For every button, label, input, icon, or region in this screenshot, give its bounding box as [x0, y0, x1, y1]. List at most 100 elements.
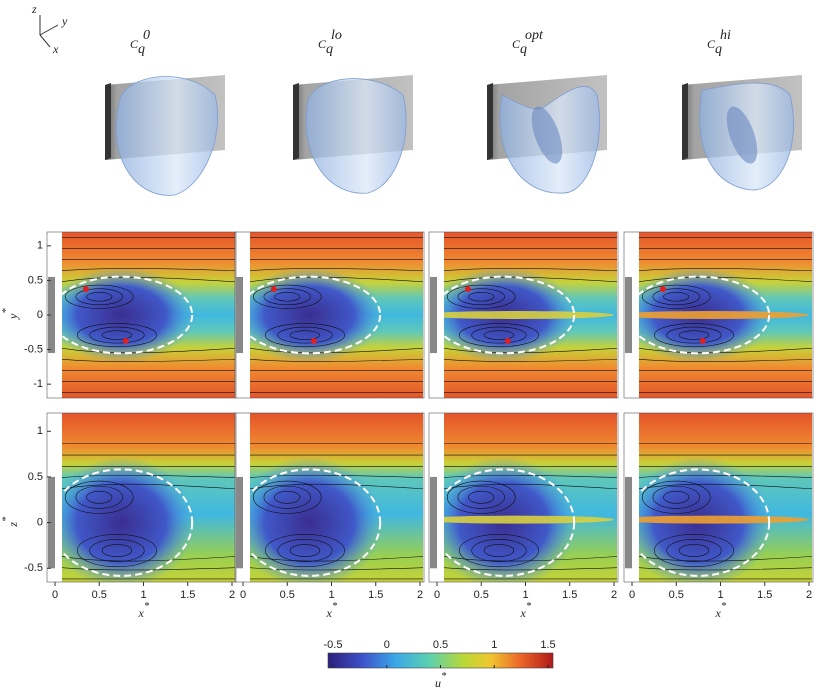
- plate-edge: [487, 83, 493, 160]
- vortex-center: [699, 337, 706, 344]
- inner-surface: [531, 106, 563, 164]
- streamline: [444, 474, 617, 478]
- x-axis-label: x*: [138, 601, 150, 619]
- y-axis-label: z*: [1, 516, 19, 528]
- colorbar-tick-label: 0.5: [433, 639, 448, 651]
- flow-field: [250, 413, 423, 582]
- separation-line: [444, 275, 576, 355]
- triad-z: z: [31, 2, 37, 16]
- streamline-loop: [483, 544, 515, 557]
- x-axis-label-base: x: [715, 606, 722, 620]
- flow-field: [639, 413, 812, 582]
- separation-line: [639, 468, 771, 577]
- y-tick-label: 1: [37, 240, 43, 252]
- flow-field: [639, 232, 812, 398]
- vortex-center: [464, 286, 471, 293]
- flow-field: [250, 232, 423, 398]
- x-tick-label: 1.5: [368, 589, 383, 601]
- plate-edge: [105, 83, 111, 160]
- x-tick-label: 2: [229, 589, 235, 601]
- y-tick-label: -0.5: [24, 562, 43, 574]
- bluff-body: [430, 476, 437, 569]
- streamline: [444, 358, 617, 362]
- x-tick-label: 1: [522, 589, 528, 601]
- separation-line: [639, 275, 771, 355]
- streamline-loop: [678, 544, 710, 557]
- colorbar-label-base: u: [435, 676, 441, 690]
- streamline: [62, 276, 235, 283]
- y-axis-label-base: y: [6, 313, 20, 320]
- triad-x: x: [52, 42, 59, 56]
- recirculation: [62, 267, 196, 363]
- plate-edge: [293, 83, 299, 160]
- x-tick-label: 2: [611, 589, 617, 601]
- column-title-sub: q: [138, 42, 145, 57]
- y-axis-label: y*: [1, 308, 19, 320]
- x-axis-label-sup: *: [526, 601, 532, 612]
- streamline: [250, 483, 423, 490]
- jet-core: [639, 311, 809, 319]
- vortex-center: [122, 337, 129, 344]
- streamline-loop: [263, 288, 311, 306]
- streamline: [62, 358, 235, 362]
- panel-frame: [623, 231, 814, 399]
- y-axis-label-sup: *: [1, 308, 12, 314]
- triad-y: y: [61, 14, 68, 28]
- x-tick-label: 2: [417, 589, 423, 601]
- streamline-loop: [265, 533, 345, 568]
- streamline: [444, 276, 617, 283]
- streamline-loop: [654, 533, 734, 568]
- streamline-loop: [652, 288, 700, 306]
- streamline-loop: [265, 323, 345, 348]
- streamline-loop: [75, 288, 123, 306]
- x-axis-label-sup: *: [144, 601, 150, 612]
- streamline-loop: [263, 485, 311, 509]
- streamline-loop: [457, 485, 505, 509]
- streamline: [62, 347, 235, 354]
- y-tick-label: 0: [37, 517, 43, 529]
- streamline-loop: [457, 288, 505, 306]
- separation-line: [62, 468, 194, 577]
- x-axis-label-base: x: [138, 606, 145, 620]
- x-tick-label: 0: [52, 589, 58, 601]
- y-tick-label: 0: [37, 309, 43, 321]
- x-tick-label: 1.5: [757, 589, 772, 601]
- streamline-loop: [663, 292, 690, 302]
- column-title-sup: lo: [331, 28, 342, 43]
- jet-core: [444, 311, 614, 319]
- streamline-loop: [666, 539, 722, 562]
- streamline: [639, 483, 812, 490]
- recirculation: [250, 456, 384, 582]
- panel-frame: [234, 231, 425, 399]
- streamline-loop: [483, 330, 515, 340]
- separation-line: [444, 468, 576, 577]
- x-axis-label-sup: *: [721, 601, 727, 612]
- streamline-loop: [101, 544, 133, 557]
- vortex-center: [270, 286, 277, 293]
- streamline: [62, 474, 235, 478]
- wake-surface: [305, 78, 407, 194]
- vortex-center: [310, 337, 317, 344]
- y-tick-label: 0.5: [28, 471, 43, 483]
- streamline-loop: [289, 330, 321, 340]
- column-title-base: C: [318, 37, 327, 51]
- y-axis-label-base: z: [6, 522, 20, 528]
- x-tick-label: 1.5: [562, 589, 577, 601]
- bluff-body: [48, 276, 55, 354]
- column-title: Cq0: [130, 28, 150, 57]
- colorbar-label: u*: [435, 671, 447, 689]
- streamline-loop: [678, 330, 710, 340]
- streamline-loop: [471, 326, 527, 344]
- streamline-loop: [86, 490, 113, 504]
- x-axis-label-sup: *: [332, 601, 338, 612]
- streamline: [639, 358, 812, 362]
- streamline-loop: [468, 292, 495, 302]
- inner-surface: [726, 106, 758, 164]
- colorbar-tick-label: 0: [384, 639, 390, 651]
- streamline-loop: [468, 490, 495, 504]
- streamline: [250, 276, 423, 283]
- streamline-loop: [277, 326, 333, 344]
- streamline-loop: [654, 323, 734, 348]
- streamline-loop: [86, 292, 113, 302]
- separation-line: [250, 468, 382, 577]
